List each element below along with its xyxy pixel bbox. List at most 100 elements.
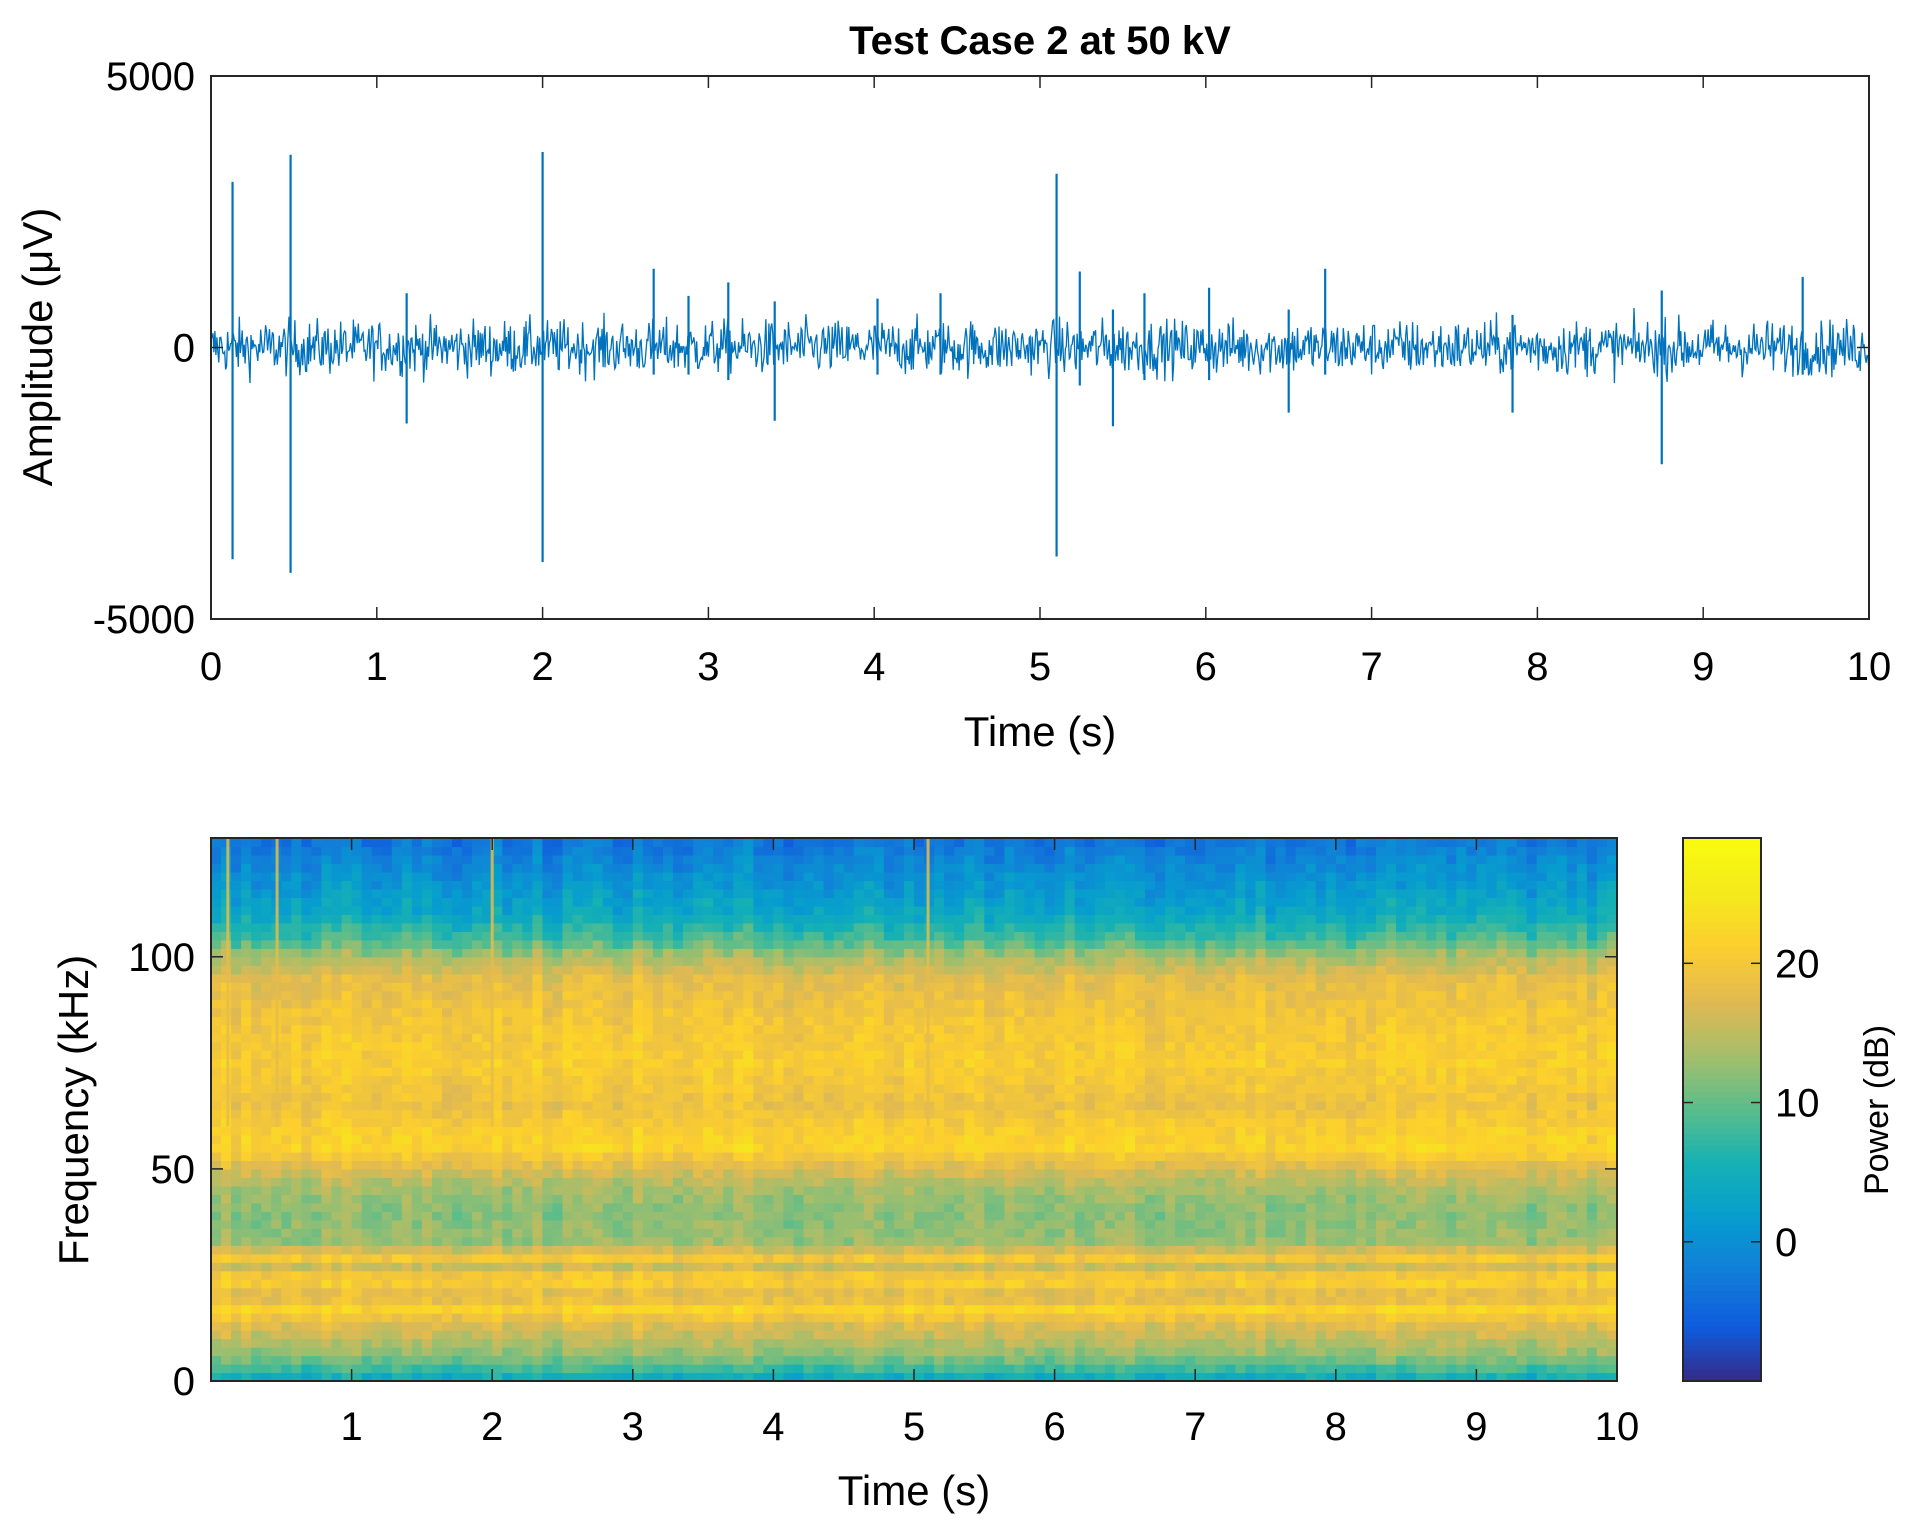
spectrogram-cell — [1175, 1364, 1186, 1373]
spectrogram-cell — [1316, 1118, 1327, 1127]
spectrogram-cell — [1507, 1118, 1518, 1127]
spectrogram-cell — [904, 1237, 915, 1246]
spectrogram-cell — [271, 1245, 282, 1254]
spectrogram-cell — [221, 1194, 232, 1203]
spectrogram-cell — [593, 1347, 604, 1356]
spectrogram-cell — [1466, 1101, 1477, 1110]
spectrogram-cell — [633, 1364, 644, 1373]
spectrogram-cell — [452, 1347, 463, 1356]
spectrogram-cell — [563, 1245, 574, 1254]
spectrogram-cell — [1507, 1279, 1518, 1288]
spectrogram-cell — [904, 1322, 915, 1331]
spectrogram-cell — [1386, 1262, 1397, 1271]
spectrogram-cell — [1215, 1126, 1226, 1135]
spectrogram-cell — [874, 1152, 885, 1161]
spectrogram-cell — [623, 1245, 634, 1254]
spectrogram-cell — [542, 1313, 553, 1322]
spectrogram-cell — [683, 1296, 694, 1305]
spectrogram-cell — [301, 1169, 312, 1178]
spectrogram-cell — [1517, 1211, 1528, 1220]
spectrogram-cell — [1075, 1322, 1086, 1331]
spectrogram-cell — [1235, 1322, 1246, 1331]
spectrogram-cell — [1376, 1356, 1387, 1365]
spectrogram-cell — [1466, 1186, 1477, 1195]
spectrogram-cell — [1376, 1254, 1387, 1263]
spectrogram-cell — [412, 1313, 423, 1322]
spectrogram-cell — [894, 1084, 905, 1093]
spectrogram-cell — [1296, 1186, 1307, 1195]
spectrogram-cell — [623, 1254, 634, 1263]
chart-title: Test Case 2 at 50 kV — [849, 19, 1231, 63]
spectrogram-cell — [1567, 1186, 1578, 1195]
spectrogram-cell — [532, 1118, 543, 1127]
spectrogram-cell — [1496, 1271, 1507, 1280]
spectrogram-cell — [834, 1118, 845, 1127]
spectrogram-cell — [1597, 1271, 1608, 1280]
spectrogram-cell — [211, 1203, 222, 1212]
spectrogram-cell — [1547, 1177, 1558, 1186]
spectrogram-cell — [1537, 1347, 1548, 1356]
spectrogram-cell — [1296, 1347, 1307, 1356]
spectrogram-cell — [884, 1322, 895, 1331]
spectrogram-cell — [1466, 1296, 1477, 1305]
spectrogram-cell — [1456, 1245, 1467, 1254]
spectrogram-cell — [1024, 1186, 1035, 1195]
spectrogram-cell — [211, 1313, 222, 1322]
spectrogram-cell — [643, 1254, 654, 1263]
spectrogram-cell — [1115, 1126, 1126, 1135]
spectrogram-cell — [1386, 1305, 1397, 1314]
spectrogram-cell — [994, 1271, 1005, 1280]
spectrogram-cell — [281, 1093, 292, 1102]
spectrogram-cell — [1386, 1084, 1397, 1093]
spectrogram-cell — [1195, 1126, 1206, 1135]
spectrogram-cell — [653, 1364, 664, 1373]
spectrogram-cell — [1215, 1093, 1226, 1102]
spectrogram-cell — [1035, 1305, 1046, 1314]
spectrogram-cell — [1024, 1110, 1035, 1119]
spectrogram-cell — [1436, 1152, 1447, 1161]
spectrogram-cell — [472, 1160, 483, 1169]
spectrogram-cell — [773, 1160, 784, 1169]
spectrogram-cell — [542, 1288, 553, 1297]
spectrogram-cell — [944, 1288, 955, 1297]
spectrogram-cell — [623, 1271, 634, 1280]
spectrogram-cell — [713, 1356, 724, 1365]
spectrogram-cell — [301, 1160, 312, 1169]
spectrogram-cell — [793, 1152, 804, 1161]
spectrogram-cell — [804, 1347, 815, 1356]
spectrogram-cell — [1416, 1186, 1427, 1195]
spectrogram-cell — [1185, 1220, 1196, 1229]
spectrogram-cell — [291, 1262, 302, 1271]
spectrogram-cell — [301, 1110, 312, 1119]
spectrogram-cell — [804, 1135, 815, 1144]
spectrogram-cell — [723, 1313, 734, 1322]
spectrogram-cell — [763, 1356, 774, 1365]
spectrogram-cell — [804, 1084, 815, 1093]
spectrogram-cell — [1326, 1254, 1337, 1263]
spectrogram-cell — [372, 1152, 383, 1161]
spectrogram-cell — [683, 1177, 694, 1186]
spectrogram-cell — [311, 1339, 322, 1348]
spectrogram-cell — [342, 1322, 353, 1331]
spectrogram-cell — [583, 1101, 594, 1110]
spectrogram-cell — [291, 1356, 302, 1365]
spectrogram-cell — [382, 1356, 393, 1365]
spectrogram-cell — [281, 1322, 292, 1331]
spectrogram-cell — [1145, 1296, 1156, 1305]
spectrogram-cell — [583, 1152, 594, 1161]
spectrogram-cell — [864, 1339, 875, 1348]
spectrogram-cell — [1406, 1288, 1417, 1297]
spectrogram-cell — [1406, 1322, 1417, 1331]
spectrogram-cell — [1075, 1135, 1086, 1144]
spectrogram-cell — [352, 1203, 363, 1212]
spectrogram-cell — [1476, 1135, 1487, 1144]
spectrogram-cell — [583, 1237, 594, 1246]
spectrogram-cell — [1245, 1177, 1256, 1186]
spectrogram-cell — [804, 1356, 815, 1365]
spectrogram-cell — [392, 1271, 403, 1280]
spectrogram-cell — [1517, 1262, 1528, 1271]
spectrogram-cell — [1115, 1194, 1126, 1203]
spectrogram-cell — [432, 1152, 443, 1161]
spectrogram-cell — [1045, 1194, 1056, 1203]
spectrogram-cell — [763, 1194, 774, 1203]
